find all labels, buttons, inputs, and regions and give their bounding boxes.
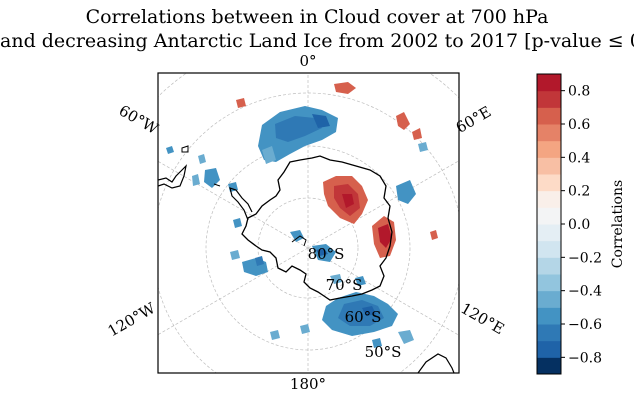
meridian-120e bbox=[307, 247, 459, 336]
colorbar-tick-label: −0.6 bbox=[568, 317, 602, 333]
colorbar-tick-label: −0.8 bbox=[568, 350, 602, 366]
map-frame bbox=[157, 72, 460, 374]
colorbar-segment bbox=[537, 107, 561, 125]
negative-correlation-regions bbox=[166, 106, 428, 348]
south-georgia bbox=[213, 183, 221, 187]
map-area bbox=[158, 73, 459, 373]
colorbar-segment bbox=[537, 340, 561, 358]
colorbar-segment bbox=[537, 224, 561, 242]
meridian-120w bbox=[158, 247, 309, 336]
lat-label-50s: 50°S bbox=[365, 343, 402, 361]
colorbar-segment bbox=[537, 207, 561, 225]
colorbar-segment bbox=[537, 274, 561, 292]
colorbar-segment bbox=[537, 357, 561, 375]
colorbar-tick-label: 0.2 bbox=[568, 184, 590, 200]
lon-label-120e: 120°E bbox=[458, 299, 508, 338]
chart-title-line-1: Correlations between in Cloud cover at 7… bbox=[85, 6, 549, 28]
lon-label-120w: 120°W bbox=[105, 299, 159, 341]
falkland-islands bbox=[181, 145, 189, 153]
antarctic-coastline bbox=[241, 155, 393, 301]
lat-label-80s: 80°S bbox=[308, 245, 345, 263]
colorbar-tick-label: −0.2 bbox=[568, 250, 602, 266]
colorbar-segment bbox=[537, 257, 561, 275]
lon-label-180: 180° bbox=[290, 375, 326, 393]
lat-label-60s: 60°S bbox=[345, 308, 382, 326]
parallel-70s bbox=[205, 145, 411, 351]
south-america-coastline bbox=[158, 164, 187, 189]
colorbar-segment bbox=[537, 157, 561, 175]
lat-label-70s: 70°S bbox=[326, 276, 363, 294]
australia-coastline bbox=[417, 353, 455, 373]
colorbar-label: Correlations bbox=[610, 180, 626, 268]
colorbar-segment bbox=[537, 324, 561, 342]
colorbar-segment bbox=[537, 240, 561, 258]
colorbar-ticks: 0.8 0.6 0.4 0.2 0.0 −0.2 −0.4 −0.6 −0.8 bbox=[561, 84, 602, 366]
colorbar-segment bbox=[537, 140, 561, 158]
colorbar-tick-label: 0.4 bbox=[568, 150, 590, 166]
colorbar-tick-label: 0.0 bbox=[568, 217, 590, 233]
colorbar-segment bbox=[537, 74, 561, 92]
colorbar-segment bbox=[537, 90, 561, 108]
colorbar-segment bbox=[537, 124, 561, 142]
ice-shelf-line bbox=[291, 235, 307, 247]
lon-label-0: 0° bbox=[299, 52, 316, 70]
colorbar: 0.8 0.6 0.4 0.2 0.0 −0.2 −0.4 −0.6 −0.8 Correlat… bbox=[536, 73, 626, 375]
antarctic-peninsula bbox=[229, 187, 253, 221]
colorbar-segment bbox=[537, 190, 561, 208]
colorbar-tick-label: 0.6 bbox=[568, 117, 590, 133]
colorbar-tick-label: −0.4 bbox=[568, 284, 602, 300]
lon-label-60w: 60°W bbox=[116, 101, 162, 138]
colorbar-segments bbox=[537, 74, 561, 375]
colorbar-segment bbox=[537, 290, 561, 308]
colorbar-segment bbox=[537, 307, 561, 325]
meridian-60w bbox=[158, 160, 309, 249]
chart-title-line-2: and decreasing Antarctic Land Ice from 2… bbox=[0, 30, 634, 52]
colorbar-segment bbox=[537, 174, 561, 192]
colorbar-tick-label: 0.8 bbox=[568, 84, 590, 100]
